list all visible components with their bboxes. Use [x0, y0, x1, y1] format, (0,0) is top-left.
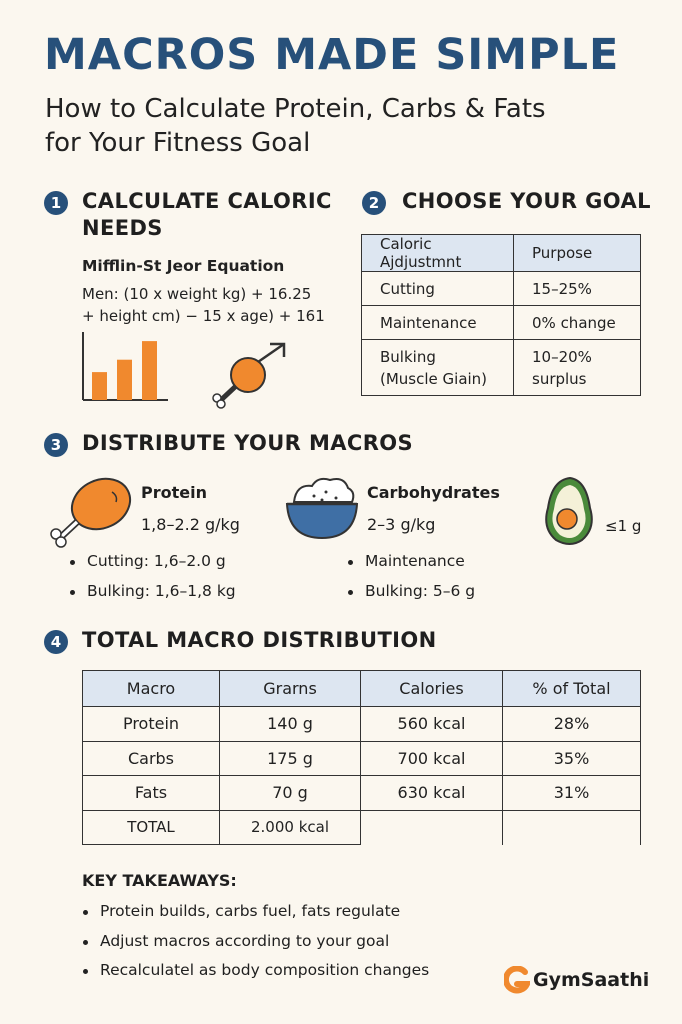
calories-cell: 560 kcal	[360, 706, 503, 742]
macro-cell: Carbs	[82, 740, 220, 776]
takeaways-list: Protein builds, carbs fuel, fats regulat…	[80, 897, 429, 986]
goal-value-cell: 15–25%	[513, 271, 641, 306]
fats-amount: ≤1 g	[605, 517, 642, 535]
table-row: Protein 140 g 560 kcal 28%	[82, 706, 641, 742]
table-row: Carbs 175 g 700 kcal 35%	[82, 740, 641, 776]
calories-cell: 630 kcal	[360, 775, 503, 811]
percent-cell: 35%	[502, 740, 641, 776]
chart-icon-bar	[92, 372, 107, 400]
list-item: Bulking: 5–6 g	[345, 577, 475, 607]
section-3-title: DISTRIBUTE YOUR MACROS	[82, 431, 414, 455]
list-item: Recalculatel as body composition changes	[80, 956, 429, 986]
protein-bullets: Cutting: 1,6–2.0 g Bulking: 1,6–1,8 kg	[67, 547, 236, 606]
goal-label: Bulking	[380, 347, 436, 366]
total-value: 2.000 kcal	[219, 809, 361, 845]
formula: Men: (10 x weight kg) + 16.25 + height c…	[82, 283, 325, 327]
goal-subvalue: surplus	[532, 369, 587, 388]
list-item: Cutting: 1,6–2.0 g	[67, 547, 236, 577]
table-row: Cutting 15–25%	[361, 271, 641, 306]
grams-cell: 70 g	[219, 775, 361, 811]
list-item: Protein builds, carbs fuel, fats regulat…	[80, 897, 429, 927]
goal-cell: Maintenance	[361, 305, 514, 340]
formula-line-1: Men: (10 x weight kg) + 16.25	[82, 285, 312, 303]
macro-table-header: % of Total	[502, 670, 641, 707]
goal-sublabel: (Muscle Giain)	[380, 369, 488, 388]
carbs-bullets: Maintenance Bulking: 5–6 g	[345, 547, 475, 606]
formula-line-2: + height cm) − 15 x age) + 161	[82, 307, 325, 325]
page-subtitle: How to Calculate Protein, Carbs & Fats f…	[45, 92, 645, 160]
macro-distribution-table: Macro Grarns Calories % of Total Protein…	[82, 670, 641, 845]
goal-value-cell: 10–20% surplus	[513, 339, 641, 396]
percent-cell: 28%	[502, 706, 641, 742]
macro-table-header: Grarns	[219, 670, 361, 707]
macro-table-header-row: Macro Grarns Calories % of Total	[82, 670, 641, 707]
chart-icon-bar	[117, 359, 132, 400]
list-item: Adjust macros according to your goal	[80, 927, 429, 957]
section-1-title-line-1: CALCULATE CALORIC	[82, 189, 332, 213]
macro-table-header: Macro	[82, 670, 220, 707]
macro-table-header: Calories	[360, 670, 503, 707]
goal-table-header-row: Caloric Ajdjustmnt Purpose	[361, 234, 641, 272]
takeaways-title: KEY TAKEAWAYS:	[82, 871, 237, 890]
chart-icon-bar	[142, 341, 157, 400]
protein-label: Protein	[141, 483, 207, 502]
goal-value-cell: 0% change	[513, 305, 641, 340]
macro-cell: Fats	[82, 775, 220, 811]
section-2-badge: 2	[362, 191, 386, 215]
grams-cell: 175 g	[219, 740, 361, 776]
list-item: Bulking: 1,6–1,8 kg	[67, 577, 236, 607]
rice-bowl-icon	[285, 477, 359, 540]
section-2-title: CHOOSE YOUR GOAL	[402, 189, 651, 213]
carbs-amount: 2–3 g/kg	[367, 515, 436, 534]
section-3-badge: 3	[44, 433, 68, 457]
section-1-title-line-2: NEEDS	[82, 216, 163, 240]
calories-cell: 700 kcal	[360, 740, 503, 776]
goal-table-header: Caloric Ajdjustmnt	[361, 234, 514, 272]
subtitle-line-2: for Your Fitness Goal	[45, 128, 311, 158]
drumstick-icon	[50, 477, 132, 548]
goal-value: 10–20%	[532, 347, 592, 366]
percent-cell: 31%	[502, 775, 641, 811]
goal-cell: Cutting	[361, 271, 514, 306]
table-row: Maintenance 0% change	[361, 305, 641, 340]
total-label: TOTAL	[82, 809, 220, 845]
male-symbol-drumstick-icon	[212, 342, 286, 409]
total-row: TOTAL 2.000 kcal	[82, 809, 641, 845]
protein-amount: 1,8–2.2 g/kg	[141, 515, 240, 534]
empty-cell	[502, 810, 641, 845]
table-row: Bulking (Muscle Giain) 10–20% surplus	[361, 339, 641, 396]
table-row: Fats 70 g 630 kcal 31%	[82, 775, 641, 811]
section-4-title: TOTAL MACRO DISTRIBUTION	[82, 628, 437, 652]
goal-table: Caloric Ajdjustmnt Purpose Cutting 15–25…	[361, 234, 641, 396]
list-item: Maintenance	[345, 547, 475, 577]
page-title: MACROS MADE SIMPLE	[44, 30, 620, 80]
brand-name: GymSaathi	[533, 969, 650, 991]
empty-cell	[360, 810, 503, 845]
carbs-label: Carbohydrates	[367, 483, 500, 502]
equation-name: Mifflin-St Jeor Equation	[82, 257, 285, 275]
subtitle-line-1: How to Calculate Protein, Carbs & Fats	[45, 94, 546, 124]
section-1-badge: 1	[44, 191, 68, 215]
avocado-icon	[545, 476, 593, 545]
gymsaathi-logo-icon	[504, 966, 530, 994]
goal-table-header: Purpose	[513, 234, 641, 272]
grams-cell: 140 g	[219, 706, 361, 742]
macro-cell: Protein	[82, 706, 220, 742]
goal-cell: Bulking (Muscle Giain)	[361, 339, 514, 396]
bar-chart-icon	[82, 332, 168, 401]
section-4-badge: 4	[44, 630, 68, 654]
section-1-title: CALCULATE CALORIC NEEDS	[82, 188, 332, 242]
